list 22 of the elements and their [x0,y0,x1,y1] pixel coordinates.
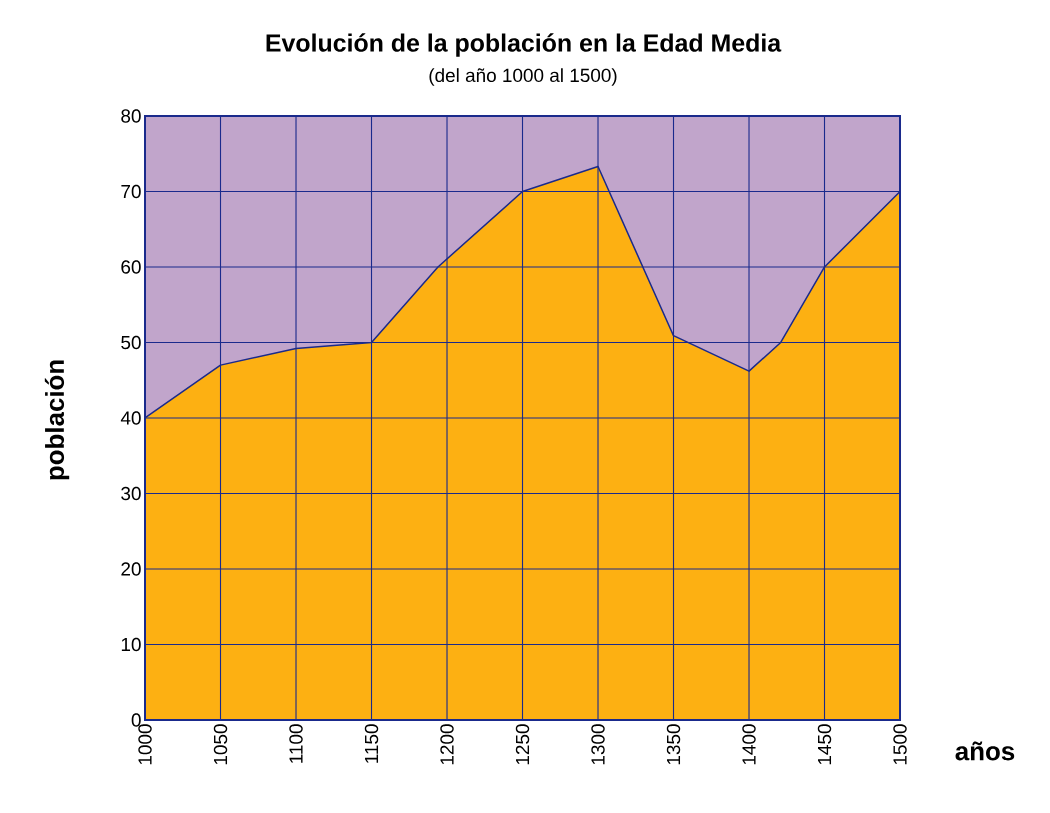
x-tick-label: 1100 [289,724,303,763]
y-tick-label: 70 [121,184,141,199]
chart-title: Evolución de la población en la Edad Media [266,33,782,57]
x-tick-label: 1500 [893,724,907,765]
x-axis-title: años [955,741,1015,761]
y-tick-label: 50 [121,335,141,350]
x-tick-label: 1150 [364,724,379,763]
x-tick-label: 1400 [742,724,756,765]
y-tick-label: 10 [121,637,141,652]
x-tick-label: 1350 [666,724,681,765]
x-tick-label: 1250 [515,724,530,765]
y-tick-label: 30 [121,486,141,501]
y-axis-title: población [44,360,70,480]
y-tick-label: 60 [121,260,141,274]
x-tick-label: 1450 [817,724,832,765]
x-tick-label: 1050 [213,724,228,765]
x-tick-label: 1300 [591,724,605,765]
y-tick-label: 40 [120,411,141,425]
y-tick-label: 80 [121,109,141,123]
x-tick-label: 1200 [440,724,454,765]
y-tick-label: 20 [121,562,141,576]
chart-subtitle: (del año 1000 al 1500) [429,68,617,86]
